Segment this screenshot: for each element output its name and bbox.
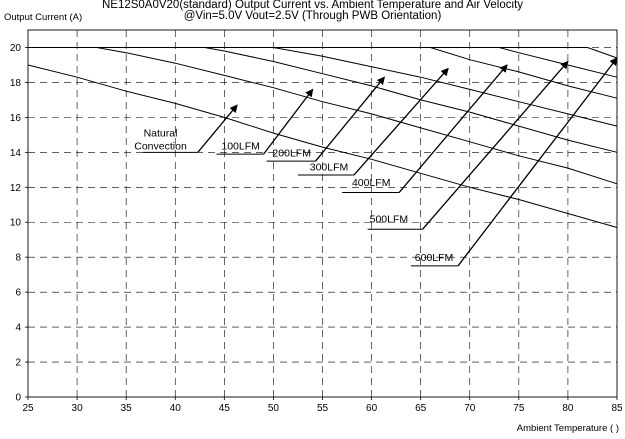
annotation-arrow-300lfm [353,67,449,176]
chart-subtitle: @Vin=5.0V Vout=2.5V (Through PWB Orienta… [183,10,442,22]
y-tick-label: 6 [15,288,21,299]
series-lines [27,47,618,228]
annotation-label-400lfm: 400LFM [352,177,391,189]
annotation-label-natural-convection: Convection [134,140,187,152]
x-tick-label: 30 [72,403,84,414]
series-line-300lfm [28,47,618,127]
annotation-label-300lfm: 300LFM [310,161,349,173]
annotation-arrow-200lfm [315,76,385,162]
x-tick-label: 70 [464,403,476,414]
grid-lines [28,30,617,397]
y-tick-label: 10 [10,218,22,229]
annotation-label-200lfm: 200LFM [272,147,311,159]
x-tick-label: 65 [415,403,427,414]
series-line-200lfm [28,47,618,153]
x-tick-label: 25 [22,403,34,414]
x-axis-label: Ambient Temperature ( ) [516,423,619,434]
annotation-arrow-natural-convection [197,104,238,153]
y-axis-label: Output Current (A) [4,12,83,23]
annotation-arrow-600lfm [457,57,618,267]
y-tick-label: 18 [10,78,22,89]
y-tick-label: 4 [15,323,21,334]
x-tick-label: 60 [366,403,378,414]
annotation-arrow-500lfm [422,60,569,230]
annotation-arrow-100lfm [263,88,314,155]
x-tick-label: 85 [611,403,623,414]
annotation-label-100lfm: 100LFM [221,140,260,152]
axes [25,29,618,400]
annotation-arrow-400lfm [398,64,508,193]
annotation-label-natural-convection: Natural [144,127,178,139]
y-tick-label: 20 [10,43,22,54]
y-tick-label: 16 [10,113,22,124]
x-tick-label: 50 [268,403,280,414]
annotation-label-500lfm: 500LFM [370,214,409,226]
series-line-600lfm [28,47,618,59]
y-tick-label: 0 [15,393,21,404]
chart-title: NE12S0A0V20(standard) Output Current vs.… [101,0,524,11]
x-tick-label: 35 [121,403,133,414]
x-tick-label: 75 [513,403,525,414]
tick-labels: 25 30 35 40 45 50 55 60 65 70 75 80 85 0 2 4 6 8 10 12 14 16 1… [10,43,623,414]
y-tick-label: 8 [15,253,21,264]
x-tick-label: 40 [170,403,182,414]
y-tick-label: 14 [10,148,22,159]
series-line-100lfm [28,47,618,185]
annotation-label-600lfm: 600LFM [415,252,454,264]
series-line-natural-convection [27,64,618,228]
x-tick-label: 45 [219,403,231,414]
y-tick-label: 12 [10,183,22,194]
x-tick-label: 55 [317,403,329,414]
y-tick-label: 2 [15,358,21,369]
x-tick-label: 80 [562,403,574,414]
